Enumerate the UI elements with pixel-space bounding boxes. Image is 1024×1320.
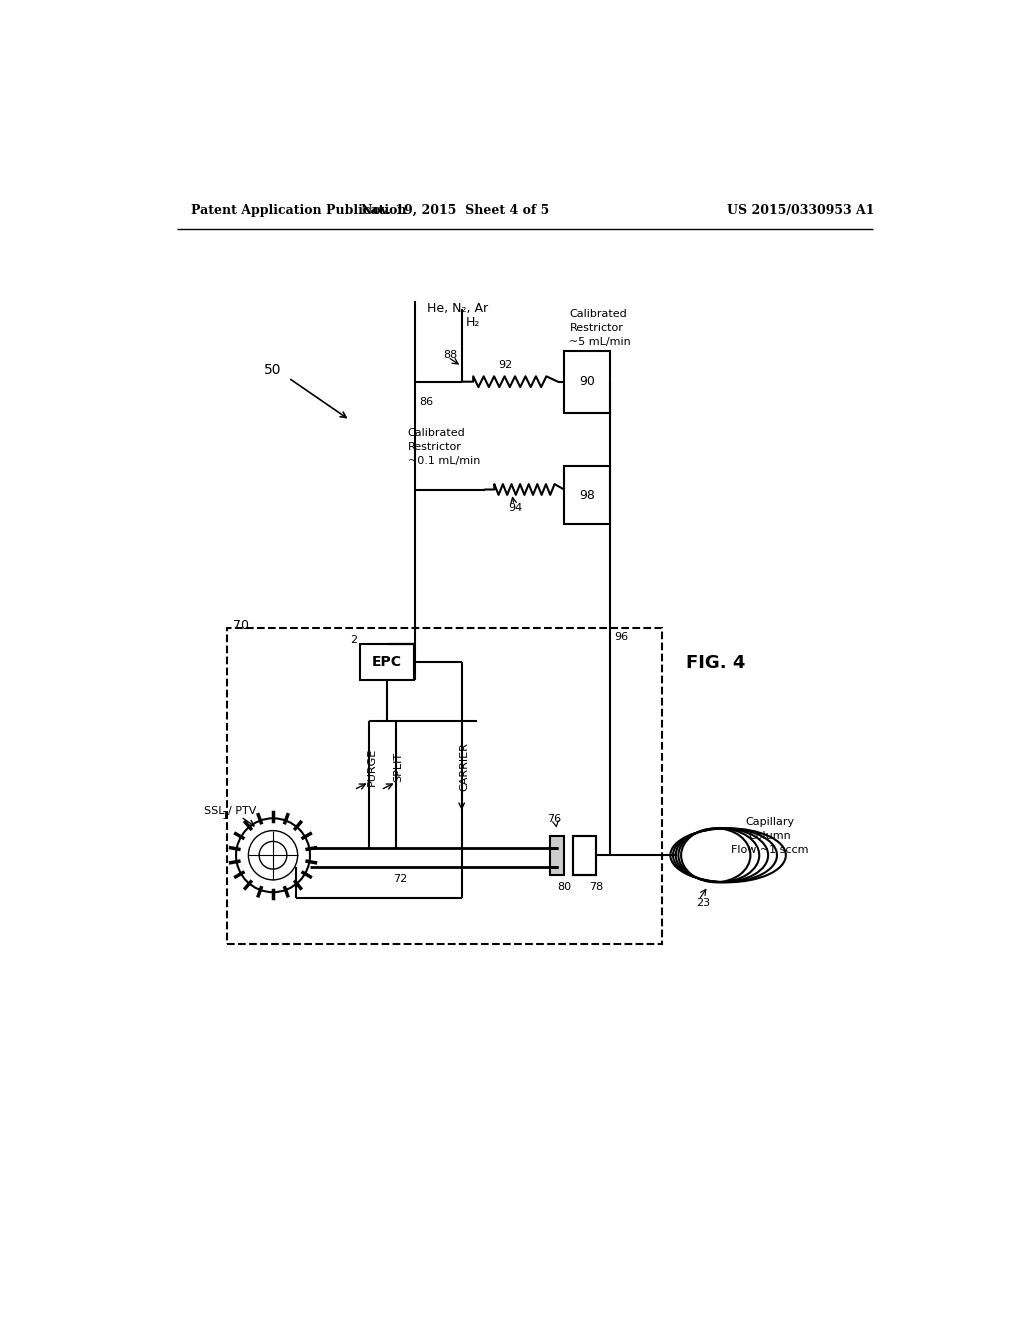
Text: Calibrated
Restrictor
~5 mL/min: Calibrated Restrictor ~5 mL/min [569, 309, 631, 347]
Text: H₂: H₂ [466, 317, 480, 329]
Text: 50: 50 [264, 363, 282, 378]
Text: Capillary
Column
Flow ~1 sccm: Capillary Column Flow ~1 sccm [731, 817, 808, 855]
Bar [360, 644, 414, 681]
Text: 76: 76 [547, 814, 561, 825]
Text: 92: 92 [499, 360, 512, 370]
Text: 94: 94 [508, 503, 522, 513]
Text: PURGE: PURGE [367, 747, 377, 785]
Text: 78: 78 [589, 882, 603, 892]
Text: 70: 70 [233, 619, 249, 632]
Text: SSL / PTV: SSL / PTV [205, 807, 257, 816]
Bar [226, 628, 662, 944]
Text: Patent Application Publication: Patent Application Publication [190, 205, 407, 218]
Bar [550, 836, 564, 875]
Text: 1: 1 [221, 810, 228, 821]
Bar [573, 836, 596, 875]
Bar [564, 351, 610, 412]
Text: 96: 96 [614, 632, 629, 642]
Text: FIG. 4: FIG. 4 [686, 653, 745, 672]
Text: US 2015/0330953 A1: US 2015/0330953 A1 [727, 205, 874, 218]
Text: 88: 88 [443, 350, 458, 360]
Text: 98: 98 [580, 488, 595, 502]
Text: 80: 80 [557, 882, 571, 892]
Bar [573, 836, 596, 875]
Text: Calibrated
Restrictor
~0.1 mL/min: Calibrated Restrictor ~0.1 mL/min [408, 428, 480, 466]
Text: 90: 90 [580, 375, 595, 388]
Text: 2: 2 [350, 635, 357, 645]
Text: 86: 86 [419, 397, 433, 407]
Text: EPC: EPC [372, 655, 402, 669]
Text: 72: 72 [393, 875, 408, 884]
Text: He, N₂, Ar: He, N₂, Ar [427, 302, 488, 315]
Text: 23: 23 [696, 898, 711, 908]
Text: SPLIT: SPLIT [393, 751, 403, 781]
Text: Nov. 19, 2015  Sheet 4 of 5: Nov. 19, 2015 Sheet 4 of 5 [361, 205, 550, 218]
Text: CARRIER: CARRIER [459, 742, 469, 791]
Bar [564, 466, 610, 524]
